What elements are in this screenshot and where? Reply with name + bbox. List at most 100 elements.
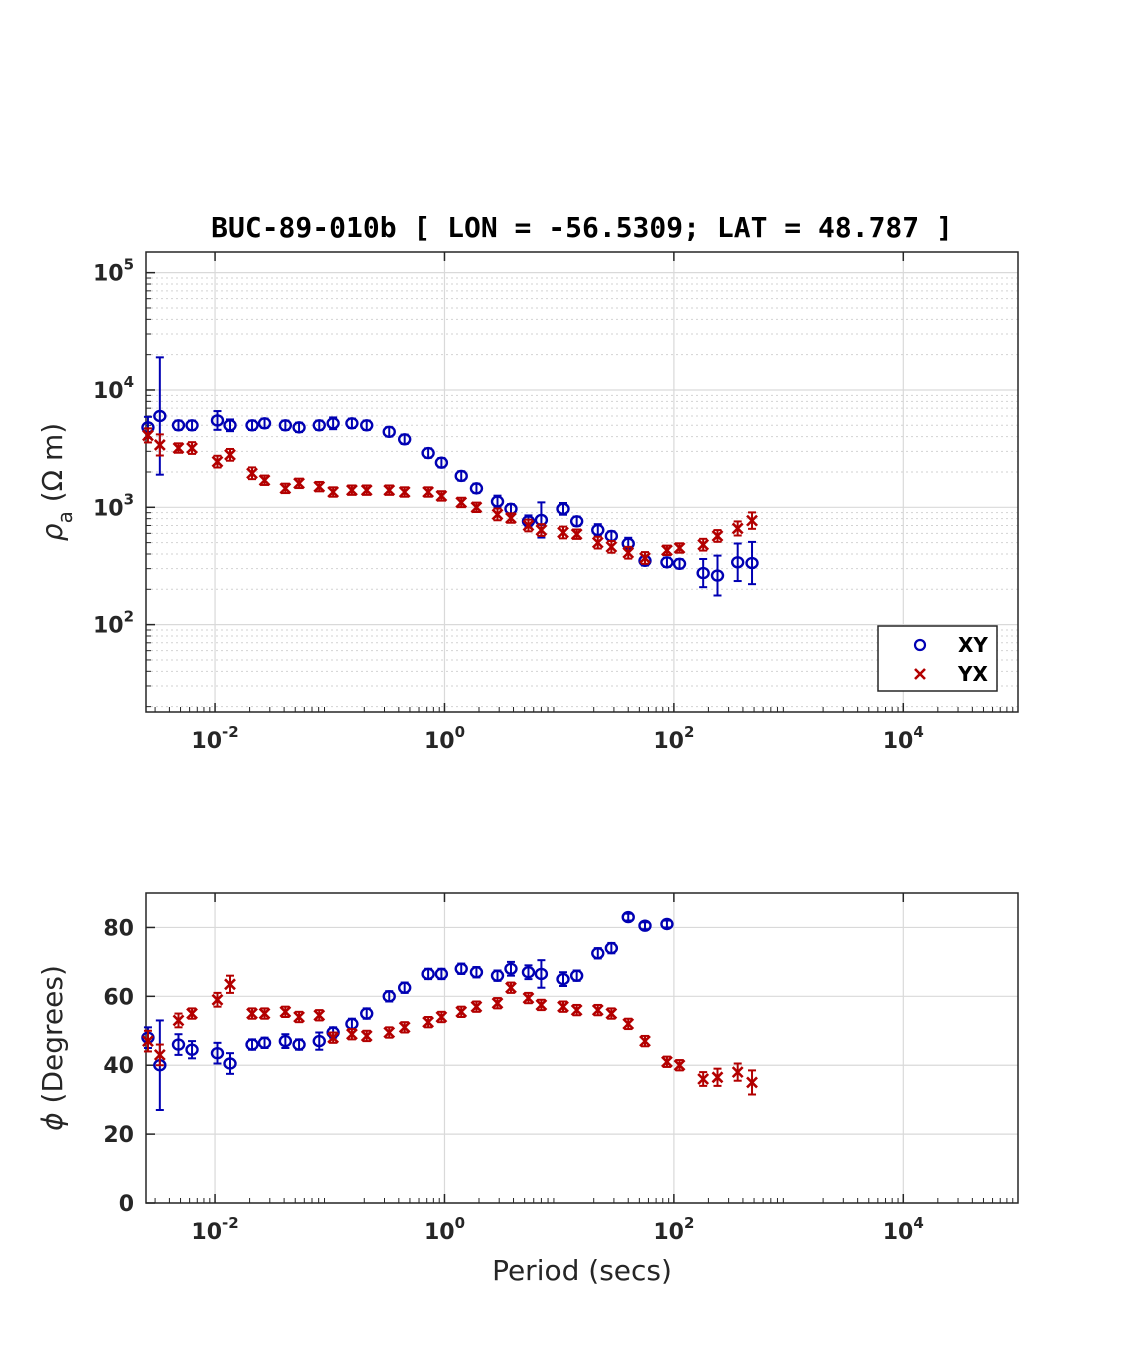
marker-circle [621,910,635,924]
rho-xy-point [223,418,237,433]
marker-x [557,1000,569,1013]
marker-circle [171,1038,186,1051]
rho-xy-point [569,515,584,528]
marker-circle [312,419,326,432]
phase-xy-point [360,1007,374,1020]
phase-xy-point [345,1017,359,1031]
rho-x-tick-label: 102 [653,723,694,754]
marker-circle [210,414,225,427]
phase-xy-point [621,910,635,924]
marker-x [731,1066,744,1079]
marker-x [398,1021,411,1034]
marker-circle [397,433,412,446]
rho-yx-point [383,484,396,497]
rho-yx-point [279,482,292,495]
rho-xy-point [257,417,272,430]
phase-xy-point [521,964,536,981]
rho-xy-point [745,540,759,586]
rho-xy-point [730,542,745,583]
phase-yx-point [505,981,517,994]
marker-circle [490,969,505,982]
phase-yx-point [622,1017,635,1031]
rho-yx-point [673,542,686,554]
marker-x [570,1004,583,1017]
phase-yx-point [313,1009,326,1022]
rho-yx-point [639,551,651,565]
marker-x [279,1005,292,1018]
rho-yx-point [622,545,635,560]
rho-yx-point [605,540,618,554]
marker-x [746,514,758,527]
marker-x [522,992,535,1004]
phase-xy-point [434,967,449,981]
rho-xy-point [469,482,484,495]
marker-circle [730,556,745,569]
rho-yx-point [435,490,448,502]
marker-circle [421,967,435,981]
marker-circle [591,947,605,960]
phase-y-tick-label: 0 [119,1192,134,1217]
marker-circle [185,1043,199,1056]
phase-yx-point [142,1029,154,1053]
rho-y-tick-label: 103 [93,490,134,521]
marker-circle [696,566,710,580]
marker-x [491,997,504,1010]
rho-yx-point [186,441,198,455]
marker-x [398,486,411,498]
rho-xy-point [591,523,605,537]
rho-xy-point [360,419,374,432]
phase-y-tick-label: 60 [103,985,134,1010]
marker-circle [660,917,674,931]
phase-yx-point [557,1000,569,1013]
marker-circle [660,556,674,569]
phase-yx-point [470,1000,483,1013]
marker-x [435,490,448,502]
rho-yx-point [172,442,185,454]
phase-yx-point [172,1012,185,1029]
phase-yx-point [293,1010,305,1024]
rho-yx-point [422,486,435,498]
marker-x [211,455,224,468]
marker-x [639,1035,651,1048]
rho-xy-point [171,419,186,432]
marker-circle [434,456,449,469]
rho-x-tick-label: 100 [424,723,465,754]
phase-xy-point [257,1036,272,1050]
marker-circle [745,556,759,570]
legend-yx-x [914,668,926,680]
rho-yx-point [470,501,483,514]
legend-yx-marker [914,668,926,680]
marker-x [697,538,710,551]
marker-circle [469,482,484,495]
rho-xy-point [672,557,687,570]
marker-circle [672,557,687,570]
marker-circle [210,1046,225,1060]
rho-yx-point [153,433,166,457]
rho-marks [141,356,759,597]
phase-yx-point [570,1003,583,1017]
marker-x [186,442,198,454]
marker-circle [569,969,584,982]
rho-xy-point [696,558,710,589]
marker-circle [223,419,237,432]
phase-x-tick-label: 10-2 [191,1214,238,1245]
marker-x [360,484,373,497]
rho-xy-point [556,501,570,516]
phase-yx-point [697,1071,710,1087]
rho-yx-point [211,454,224,469]
marker-circle [360,1007,374,1020]
rho-yx-point [697,537,710,552]
phase-ticks: 10-2 100 102 104 0 20 40 60 80 [103,893,1014,1245]
phase-xy-point [421,967,435,981]
marker-circle [345,417,359,430]
marker-x [422,1016,435,1029]
rho-yx-point [360,484,373,497]
marker-x [535,524,548,536]
phase-marks [141,910,758,1111]
phase-xy-point [638,919,652,932]
marker-x [246,467,258,480]
marker-circle [382,990,396,1003]
marker-x [455,1005,468,1018]
phase-yx-point [258,1007,271,1020]
rho-xy-point [660,556,674,569]
